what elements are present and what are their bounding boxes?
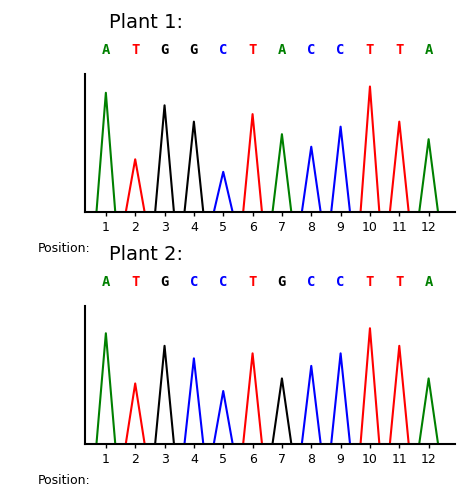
- Text: A: A: [101, 275, 110, 289]
- Text: C: C: [219, 43, 228, 57]
- Text: G: G: [278, 275, 286, 289]
- Text: C: C: [190, 275, 198, 289]
- Text: T: T: [366, 275, 374, 289]
- Text: T: T: [131, 43, 139, 57]
- Text: G: G: [160, 275, 169, 289]
- Text: T: T: [395, 275, 403, 289]
- Text: C: C: [337, 275, 345, 289]
- Text: Position:: Position:: [37, 474, 90, 487]
- Text: T: T: [248, 275, 257, 289]
- Text: T: T: [248, 43, 257, 57]
- Text: Plant 2:: Plant 2:: [109, 245, 183, 264]
- Text: Position:: Position:: [37, 243, 90, 255]
- Text: G: G: [190, 43, 198, 57]
- Text: G: G: [160, 43, 169, 57]
- Text: A: A: [101, 43, 110, 57]
- Text: A: A: [424, 43, 433, 57]
- Text: C: C: [307, 275, 316, 289]
- Text: A: A: [424, 275, 433, 289]
- Text: C: C: [307, 43, 316, 57]
- Text: T: T: [366, 43, 374, 57]
- Text: T: T: [131, 275, 139, 289]
- Text: C: C: [219, 275, 228, 289]
- Text: C: C: [337, 43, 345, 57]
- Text: T: T: [395, 43, 403, 57]
- Text: Plant 1:: Plant 1:: [109, 13, 183, 32]
- Text: A: A: [278, 43, 286, 57]
